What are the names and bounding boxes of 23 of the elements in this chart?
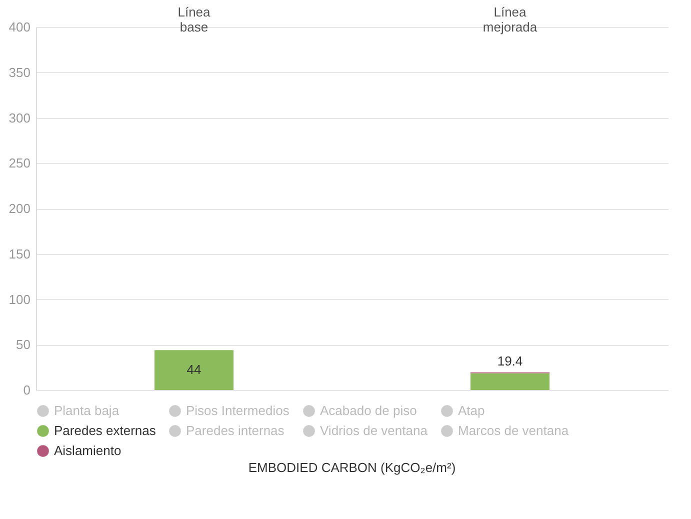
y-tick-label: 0: [23, 382, 30, 398]
total-label: 19.4: [497, 353, 523, 368]
x-tick-label: Línea base: [178, 4, 212, 34]
x-axis-title: EMBODIED CARBON (KgCO₂e/m²): [248, 460, 456, 475]
y-tick-label: 350: [8, 64, 30, 80]
legend-label: Aislamiento: [54, 443, 122, 458]
x-tick-label: Línea mejorada: [482, 4, 538, 34]
legend-label: Planta baja: [54, 403, 120, 418]
legend-label: Paredes internas: [186, 423, 285, 438]
legend-label: Paredes externas: [54, 423, 156, 438]
legend-label: Pisos Intermedios: [186, 403, 290, 418]
y-tick-label: 250: [8, 156, 30, 171]
legend-label: Acabado de piso: [320, 403, 417, 418]
y-tick-label: 400: [8, 20, 30, 34]
y-tick-label: 150: [8, 246, 30, 262]
y-tick-label: 300: [8, 110, 30, 126]
y-tick-label: 50: [16, 337, 30, 352]
y-tick-label: 100: [8, 292, 30, 307]
legend-label: Atap: [458, 403, 485, 418]
data-label: 44: [186, 362, 202, 378]
legend-label: Marcos de ventana: [458, 423, 570, 438]
y-tick-label: 200: [8, 201, 30, 216]
legend-label: Vidrios de ventana: [320, 423, 428, 438]
